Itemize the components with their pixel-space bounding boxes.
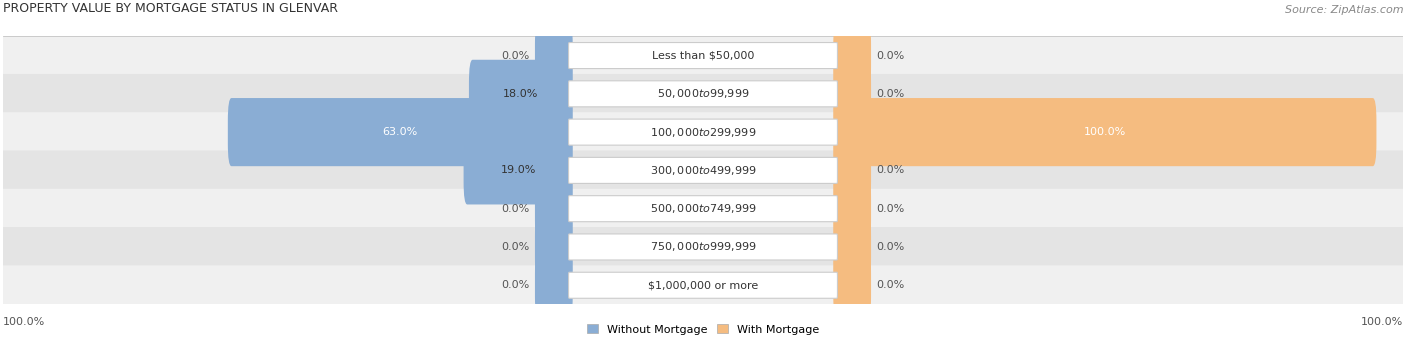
Text: 63.0%: 63.0% [382,127,418,137]
Text: 19.0%: 19.0% [501,165,536,175]
Text: 0.0%: 0.0% [501,242,530,252]
Text: 0.0%: 0.0% [876,50,905,61]
Text: PROPERTY VALUE BY MORTGAGE STATUS IN GLENVAR: PROPERTY VALUE BY MORTGAGE STATUS IN GLE… [3,2,337,15]
FancyBboxPatch shape [568,43,838,69]
FancyBboxPatch shape [3,112,1403,152]
FancyBboxPatch shape [534,213,572,281]
Legend: Without Mortgage, With Mortgage: Without Mortgage, With Mortgage [582,320,824,339]
Text: 0.0%: 0.0% [876,89,905,99]
Text: 100.0%: 100.0% [1084,127,1126,137]
FancyBboxPatch shape [568,234,838,260]
Text: Source: ZipAtlas.com: Source: ZipAtlas.com [1285,5,1403,15]
FancyBboxPatch shape [3,74,1403,114]
FancyBboxPatch shape [228,98,572,166]
Text: 0.0%: 0.0% [876,242,905,252]
Text: 0.0%: 0.0% [501,50,530,61]
Text: $100,000 to $299,999: $100,000 to $299,999 [650,125,756,139]
Text: 0.0%: 0.0% [876,204,905,214]
Text: $1,000,000 or more: $1,000,000 or more [648,280,758,290]
FancyBboxPatch shape [834,251,872,319]
FancyBboxPatch shape [3,36,1403,75]
Text: $50,000 to $99,999: $50,000 to $99,999 [657,87,749,100]
FancyBboxPatch shape [470,60,572,128]
Text: 0.0%: 0.0% [501,204,530,214]
FancyBboxPatch shape [3,189,1403,228]
FancyBboxPatch shape [568,158,838,183]
FancyBboxPatch shape [534,251,572,319]
FancyBboxPatch shape [568,119,838,145]
FancyBboxPatch shape [834,136,872,205]
Text: $750,000 to $999,999: $750,000 to $999,999 [650,240,756,253]
FancyBboxPatch shape [534,175,572,243]
FancyBboxPatch shape [834,98,1376,166]
FancyBboxPatch shape [3,150,1403,190]
Text: 0.0%: 0.0% [876,165,905,175]
FancyBboxPatch shape [834,60,872,128]
FancyBboxPatch shape [568,81,838,107]
FancyBboxPatch shape [3,227,1403,267]
FancyBboxPatch shape [3,265,1403,305]
Text: 100.0%: 100.0% [3,317,45,327]
FancyBboxPatch shape [568,272,838,298]
FancyBboxPatch shape [464,136,572,205]
Text: 0.0%: 0.0% [876,280,905,290]
Text: $500,000 to $749,999: $500,000 to $749,999 [650,202,756,215]
Text: 0.0%: 0.0% [501,280,530,290]
Text: Less than $50,000: Less than $50,000 [652,50,754,61]
FancyBboxPatch shape [834,213,872,281]
Text: 100.0%: 100.0% [1361,317,1403,327]
Text: $300,000 to $499,999: $300,000 to $499,999 [650,164,756,177]
FancyBboxPatch shape [568,196,838,222]
FancyBboxPatch shape [534,21,572,90]
FancyBboxPatch shape [834,21,872,90]
FancyBboxPatch shape [834,175,872,243]
Text: 18.0%: 18.0% [503,89,538,99]
